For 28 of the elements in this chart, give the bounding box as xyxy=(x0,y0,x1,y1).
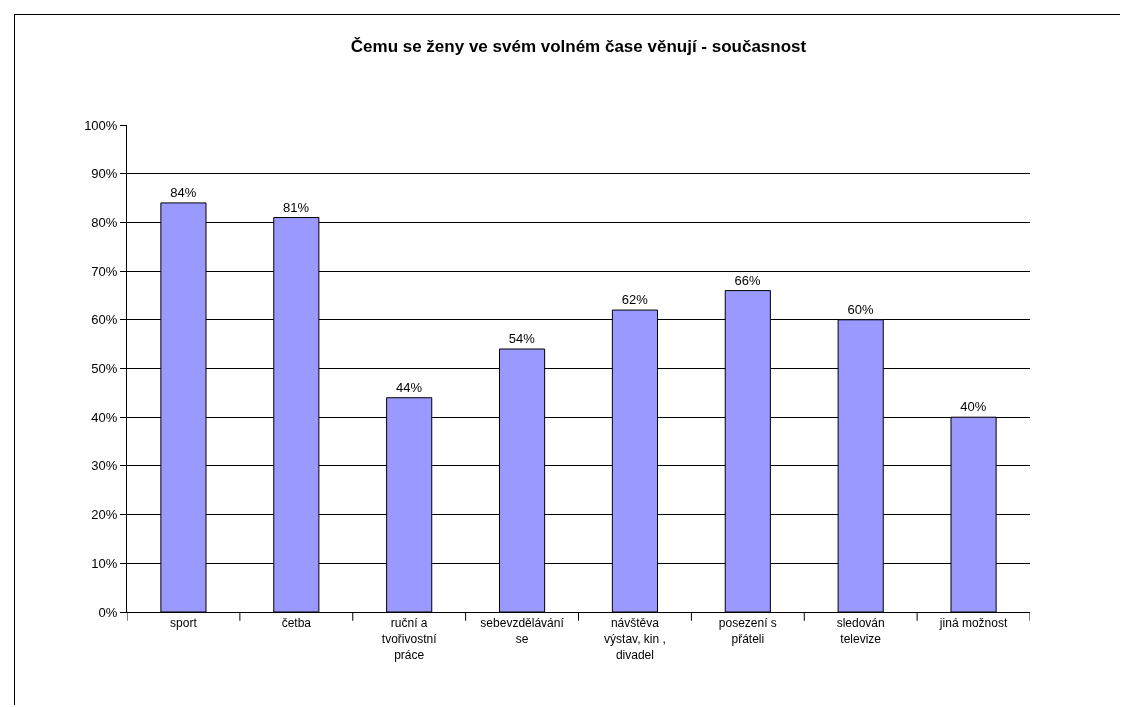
data-label: 40% xyxy=(960,399,987,415)
x-tick-label: sledován televize xyxy=(836,616,885,646)
y-tick-label: 0% xyxy=(98,604,118,620)
data-label: 54% xyxy=(508,331,536,347)
y-tick-label: 40% xyxy=(91,409,118,425)
x-tick-label: ruční a tvořivostní práce xyxy=(381,616,438,662)
x-tick-label: sebevzdělávání se xyxy=(480,616,565,646)
y-tick-label: 80% xyxy=(91,214,118,230)
data-label: 66% xyxy=(734,272,762,288)
x-tick-label: četba xyxy=(281,616,312,631)
y-tick-label: 70% xyxy=(91,263,118,279)
data-label: 62% xyxy=(621,292,649,308)
y-tick-label: 10% xyxy=(91,555,118,571)
data-label: 81% xyxy=(283,199,310,215)
x-tick-label: sport xyxy=(170,616,198,631)
y-tick-label: 50% xyxy=(91,361,118,377)
x-tick-label: posezení s přáteli xyxy=(718,616,777,646)
x-tick-label: jiná možnost xyxy=(938,616,1008,631)
data-label: 44% xyxy=(395,379,423,395)
y-tick-label: 100% xyxy=(84,117,118,133)
data-label: 60% xyxy=(847,301,874,317)
y-tick-label: 60% xyxy=(91,312,118,328)
chart-title: Čemu se ženy ve svém volném čase věnují - současnost xyxy=(350,36,807,56)
y-tick-label: 90% xyxy=(91,166,118,182)
y-tick-label: 20% xyxy=(91,507,118,523)
y-tick-label: 30% xyxy=(91,458,118,474)
x-tick-label: návštěva výstav, kin , divadel xyxy=(604,616,666,662)
data-label: 84% xyxy=(170,184,197,200)
